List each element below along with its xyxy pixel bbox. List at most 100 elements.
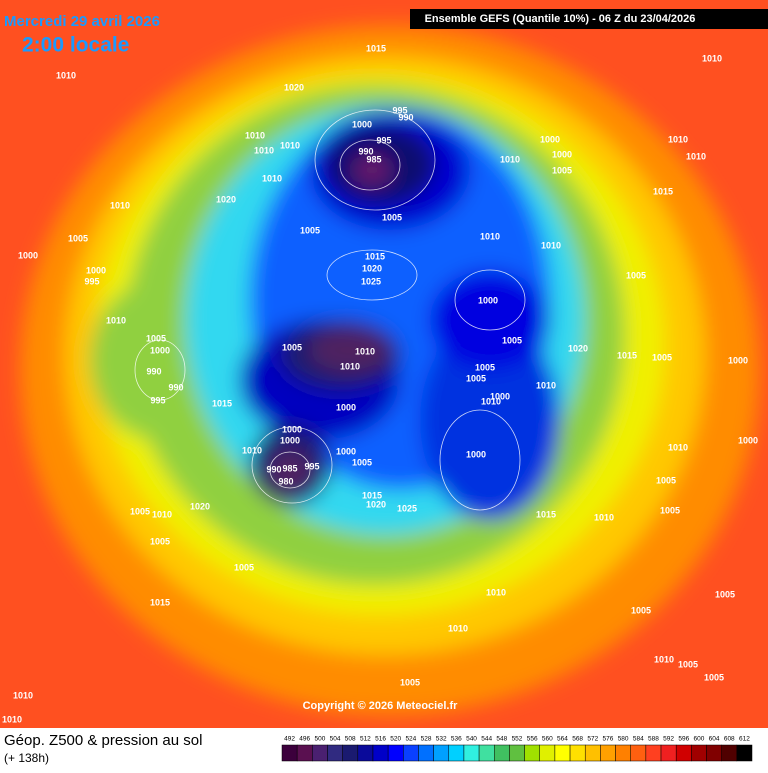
- isobar-label: 1005: [652, 352, 672, 362]
- isobar-label: 1010: [13, 690, 33, 700]
- colorbar-cell: [615, 744, 631, 762]
- isobar-label: 1000: [18, 250, 38, 260]
- isobar-label: 1005: [282, 342, 302, 352]
- colorbar-cell: [691, 744, 707, 762]
- isobar-label: 1015: [536, 509, 556, 519]
- colorbar-label: 524: [405, 736, 416, 743]
- isobar-label: 1005: [502, 335, 522, 345]
- isobar-label: 1010: [355, 346, 375, 356]
- colorbar-cell: [478, 744, 495, 762]
- isobar-label: 1010: [245, 130, 265, 140]
- time: 2:00 locale: [22, 34, 129, 57]
- isobar-label: 1010: [702, 53, 722, 63]
- colorbar-cell: [645, 744, 662, 762]
- colorbar-cell: [281, 744, 298, 762]
- date: Mercredi 29 avril 2026: [4, 13, 160, 30]
- isobar-label: 1020: [568, 343, 588, 353]
- isobar-label: 1000: [282, 424, 302, 434]
- isobar-label: 1005: [715, 589, 735, 599]
- colorbar-cell: [660, 744, 677, 762]
- isobar-label: 1010: [594, 512, 614, 522]
- colorbar-cell: [569, 744, 586, 762]
- colorbar-cell: [296, 744, 313, 762]
- colorbar-label: 492: [284, 736, 295, 743]
- isobar-label: 1005: [656, 475, 676, 485]
- isobar-label: 1005: [68, 233, 88, 243]
- colorbar-cell: [342, 744, 359, 762]
- colorbar-label: 596: [678, 736, 689, 743]
- copyright: Copyright © 2026 Meteociel.fr: [303, 700, 459, 712]
- colorbar-cell: [403, 744, 419, 762]
- isobar-label: 985: [366, 154, 381, 164]
- colorbar-cell: [600, 744, 616, 762]
- colorbar-cell: [630, 744, 647, 762]
- colorbar-label: 532: [436, 736, 447, 743]
- isobar-label: 1015: [617, 350, 637, 360]
- colorbar-label: 572: [587, 736, 598, 743]
- colorbar-cell: [494, 744, 510, 762]
- isobar-label: 1010: [654, 654, 674, 664]
- colorbar-label: 512: [360, 736, 371, 743]
- colorbar-cell: [539, 744, 556, 762]
- isobar-label: 1005: [704, 672, 724, 682]
- isobar-label: 1010: [668, 442, 688, 452]
- isobar-label: 1010: [110, 200, 130, 210]
- colorbar-label: 516: [375, 736, 386, 743]
- colorbar-cell: [418, 744, 434, 762]
- colorbar-cell: [584, 744, 601, 762]
- isobar-label: 1005: [475, 362, 495, 372]
- isobar-label: 1010: [340, 361, 360, 371]
- isobar-label: 1015: [365, 251, 385, 261]
- colorbar-cell: [387, 744, 404, 762]
- isobar-label: 1015: [212, 398, 232, 408]
- isobar-label: 1010: [486, 587, 506, 597]
- isobar-label: 1000: [738, 435, 758, 445]
- isobar-label: 1000: [150, 345, 170, 355]
- colorbar-label: 592: [663, 736, 674, 743]
- isobar-label: 980: [278, 476, 293, 486]
- colorbar-cell: [675, 744, 692, 762]
- isobar-label: 1020: [284, 82, 304, 92]
- colorbar-label: 520: [390, 736, 401, 743]
- isobar-label: 1015: [366, 43, 386, 53]
- colorbar-label: 508: [345, 736, 356, 743]
- isobar-label: 1000: [86, 265, 106, 275]
- isobar-label: 1005: [552, 165, 572, 175]
- isobar-label: 1000: [478, 295, 498, 305]
- isobar-label: 1005: [626, 270, 646, 280]
- isobar-label: 1010: [448, 623, 468, 633]
- isobar-label: 1005: [678, 659, 698, 669]
- isobar-label: 1020: [190, 501, 210, 511]
- colorbar-label: 548: [496, 736, 507, 743]
- colorbar-label: 496: [299, 736, 310, 743]
- colorbar-label: 568: [572, 736, 583, 743]
- colorbar-label: 584: [633, 736, 644, 743]
- colorbar-label: 536: [451, 736, 462, 743]
- footer-title: Géop. Z500 & pression au sol: [4, 732, 202, 749]
- source-band: [410, 9, 768, 29]
- isobar-label: 1005: [631, 605, 651, 615]
- isobar-label: 1020: [366, 499, 386, 509]
- colorbar-label: 576: [603, 736, 614, 743]
- colorbar-label: 528: [421, 736, 432, 743]
- isobar-label: 1000: [490, 391, 510, 401]
- colorbar-label: 564: [557, 736, 568, 743]
- isobar-label: 995: [392, 105, 407, 115]
- colorbar-label: 500: [314, 736, 325, 743]
- colorbar-cell: [448, 744, 465, 762]
- isobar-label: 1010: [480, 231, 500, 241]
- colorbar-label: 588: [648, 736, 659, 743]
- isobar-label: 1005: [352, 457, 372, 467]
- colorbar-label: 540: [466, 736, 477, 743]
- isobar-label: 1000: [280, 435, 300, 445]
- isobar-label: 1010: [152, 509, 172, 519]
- isobar-label: 1015: [150, 597, 170, 607]
- isobar-label: 1000: [466, 449, 486, 459]
- isobar-label: 1020: [362, 263, 382, 273]
- colorbar-label: 600: [694, 736, 705, 743]
- colorbar: 492 496 500 504 508 512 516 520 524 528 532 536 540 5…: [281, 736, 753, 762]
- colorbar-cell: [554, 744, 571, 762]
- isobar-label: 990: [168, 382, 183, 392]
- isobar-label: 1010: [242, 445, 262, 455]
